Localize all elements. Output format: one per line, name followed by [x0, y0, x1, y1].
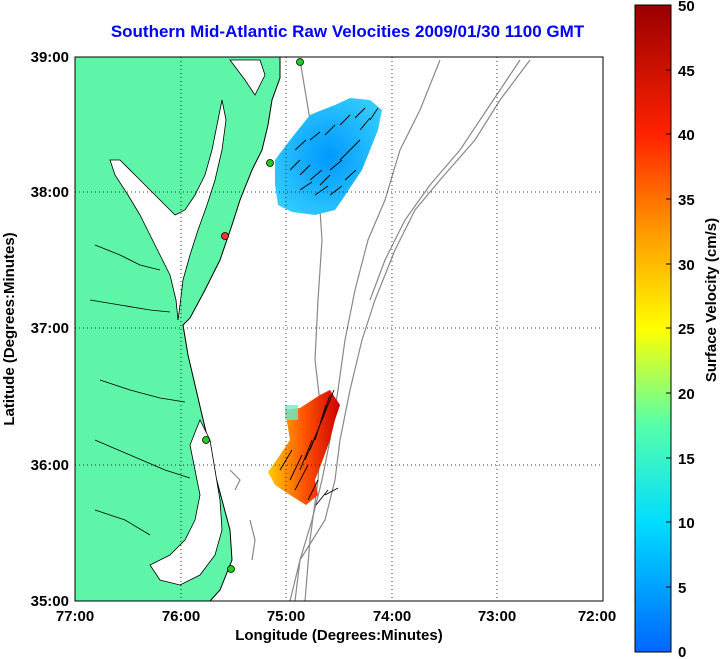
- x-tick-label: 77:00: [56, 608, 94, 625]
- chesapeake-bay: [109, 99, 227, 321]
- x-tick-label: 73:00: [478, 608, 516, 625]
- y-axis-label: Latitude (Degrees:Minutes): [1, 232, 18, 425]
- colorbar-tick-label: 35: [678, 192, 695, 209]
- x-tick-label: 76:00: [162, 608, 200, 625]
- x-tick-label: 75:00: [267, 608, 305, 625]
- colorbar-label: Surface Velocity (cm/s): [703, 218, 720, 382]
- map-title: Southern Mid-Atlantic Raw Velocities 200…: [110, 22, 585, 41]
- y-tick-label: 37:00: [31, 320, 69, 337]
- colorbar: [634, 4, 672, 653]
- radar-stations: [202, 58, 304, 573]
- colorbar-tick-label: 30: [678, 257, 695, 274]
- x-tick-label: 74:00: [373, 608, 411, 625]
- y-tick-label: 35:00: [31, 593, 69, 610]
- x-tick-label: 72:00: [578, 608, 616, 625]
- colorbar-tick-label: 25: [678, 321, 695, 338]
- colorbar-tick-label: 20: [678, 386, 695, 403]
- current-field-south-edge: [285, 405, 298, 420]
- velocity-vectors: [279, 107, 379, 506]
- delaware-bay: [229, 59, 266, 96]
- colorbar-ticks: [666, 4, 671, 588]
- y-tick-label: 39:00: [31, 49, 69, 66]
- colorbar-tick-label: 0: [678, 644, 686, 659]
- colorbar-tick-label: 45: [678, 63, 695, 80]
- grid-lines: [75, 57, 603, 601]
- x-axis-label: Longitude (Degrees:Minutes): [235, 627, 443, 644]
- current-field-north: [275, 98, 382, 215]
- y-tick-label: 38:00: [31, 184, 69, 201]
- colorbar-tick-label: 40: [678, 127, 695, 144]
- colorbar-tick-label: 5: [678, 580, 686, 597]
- river-lines: [89, 244, 191, 536]
- pamlico-sound: [149, 419, 223, 586]
- colorbar-tick-label: 15: [678, 451, 695, 468]
- colorbar-tick-label: 10: [678, 515, 695, 532]
- colorbar-tick-label: 50: [678, 0, 695, 15]
- y-tick-label: 36:00: [31, 457, 69, 474]
